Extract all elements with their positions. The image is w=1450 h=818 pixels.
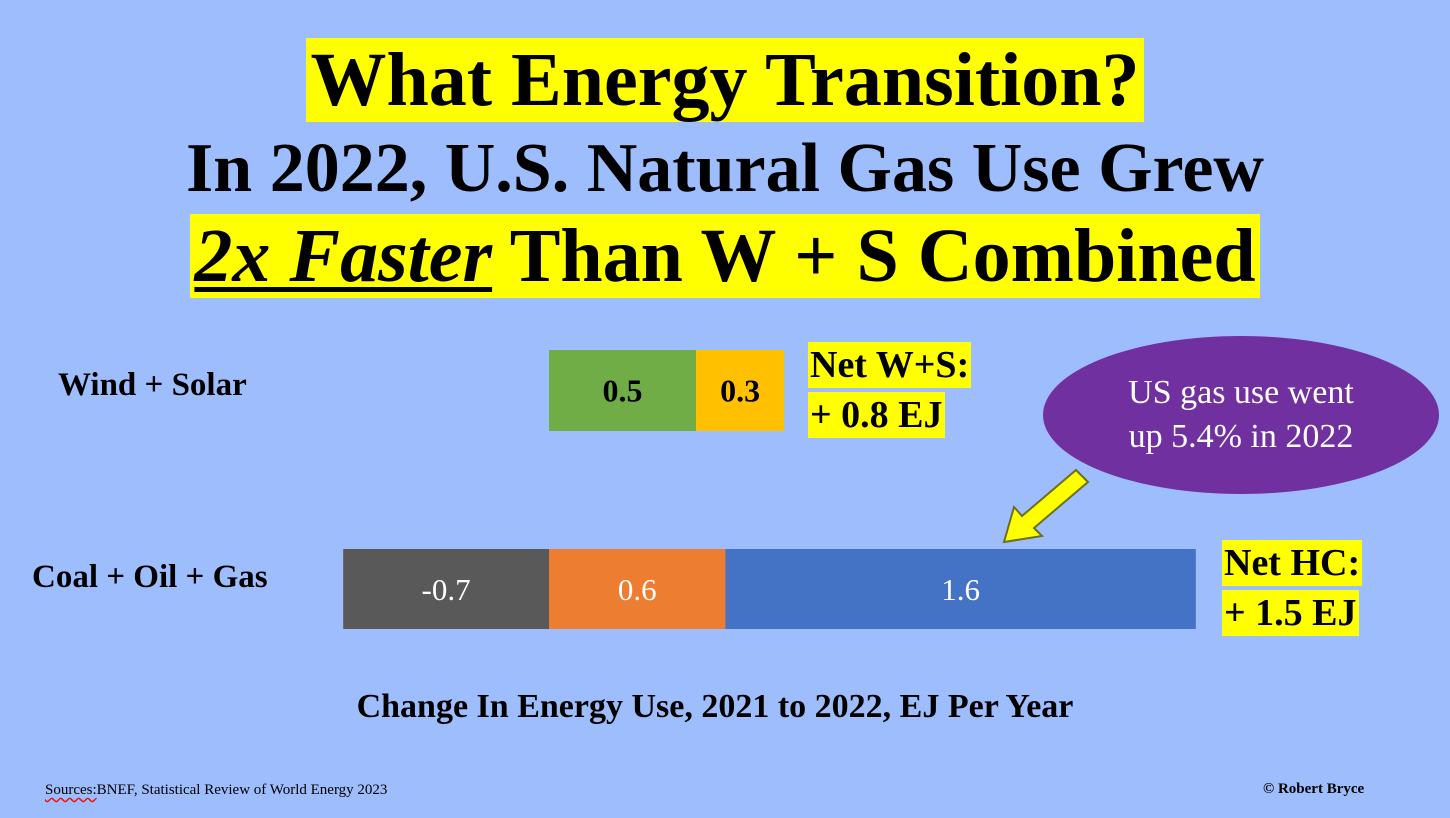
title-line-1: What Energy Transition? [0, 38, 1450, 122]
bar-value-label: 1.6 [941, 572, 980, 607]
title-line-3-rest: Than W + S Combined [492, 214, 1256, 298]
title-line-3-highlight: 2x Faster Than W + S Combined [190, 214, 1260, 298]
callout-line-1: US gas use went [1128, 374, 1354, 411]
gas-growth-callout: US gas use went up 5.4% in 2022 [1043, 336, 1439, 494]
bar-value-label: 0.5 [603, 373, 643, 409]
bar-segment [696, 350, 785, 431]
sources-note: Sources:BNEF, Statistical Review of Worl… [45, 782, 387, 799]
bar-value-label: -0.7 [422, 572, 471, 607]
sources-prefix: Sources: [45, 782, 97, 798]
callout-line-2: up 5.4% in 2022 [1128, 418, 1354, 455]
row-label: Coal + Oil + Gas [32, 559, 268, 595]
bar-segment [549, 549, 726, 629]
title-emphasis: 2x Faster [194, 214, 493, 298]
row-label: Wind + Solar [58, 367, 247, 403]
bar-segment [549, 350, 696, 431]
bar-value-label: 0.3 [720, 373, 760, 409]
bar-segment [725, 549, 1196, 629]
net-wind-solar-label: Net W+S: [808, 342, 972, 388]
sources-text: BNEF, Statistical Review of World Energy… [96, 782, 388, 798]
net-wind-solar-value: + 0.8 EJ [808, 392, 945, 438]
net-hydrocarbon-value: + 1.5 EJ [1222, 590, 1359, 636]
bar-value-label: 0.6 [618, 572, 657, 607]
title-question: What Energy Transition? [306, 38, 1144, 122]
copyright-note: © Robert Bryce [1263, 781, 1365, 797]
title-line-2: In 2022, U.S. Natural Gas Use Grew [186, 130, 1264, 207]
callout-arrow-icon [1002, 468, 1090, 544]
x-axis-caption: Change In Energy Use, 2021 to 2022, EJ P… [356, 688, 1074, 725]
bar-segment [343, 549, 549, 629]
net-hydrocarbon-label: Net HC: [1222, 540, 1363, 586]
title-line-3: 2x Faster Than W + S Combined [0, 214, 1450, 298]
